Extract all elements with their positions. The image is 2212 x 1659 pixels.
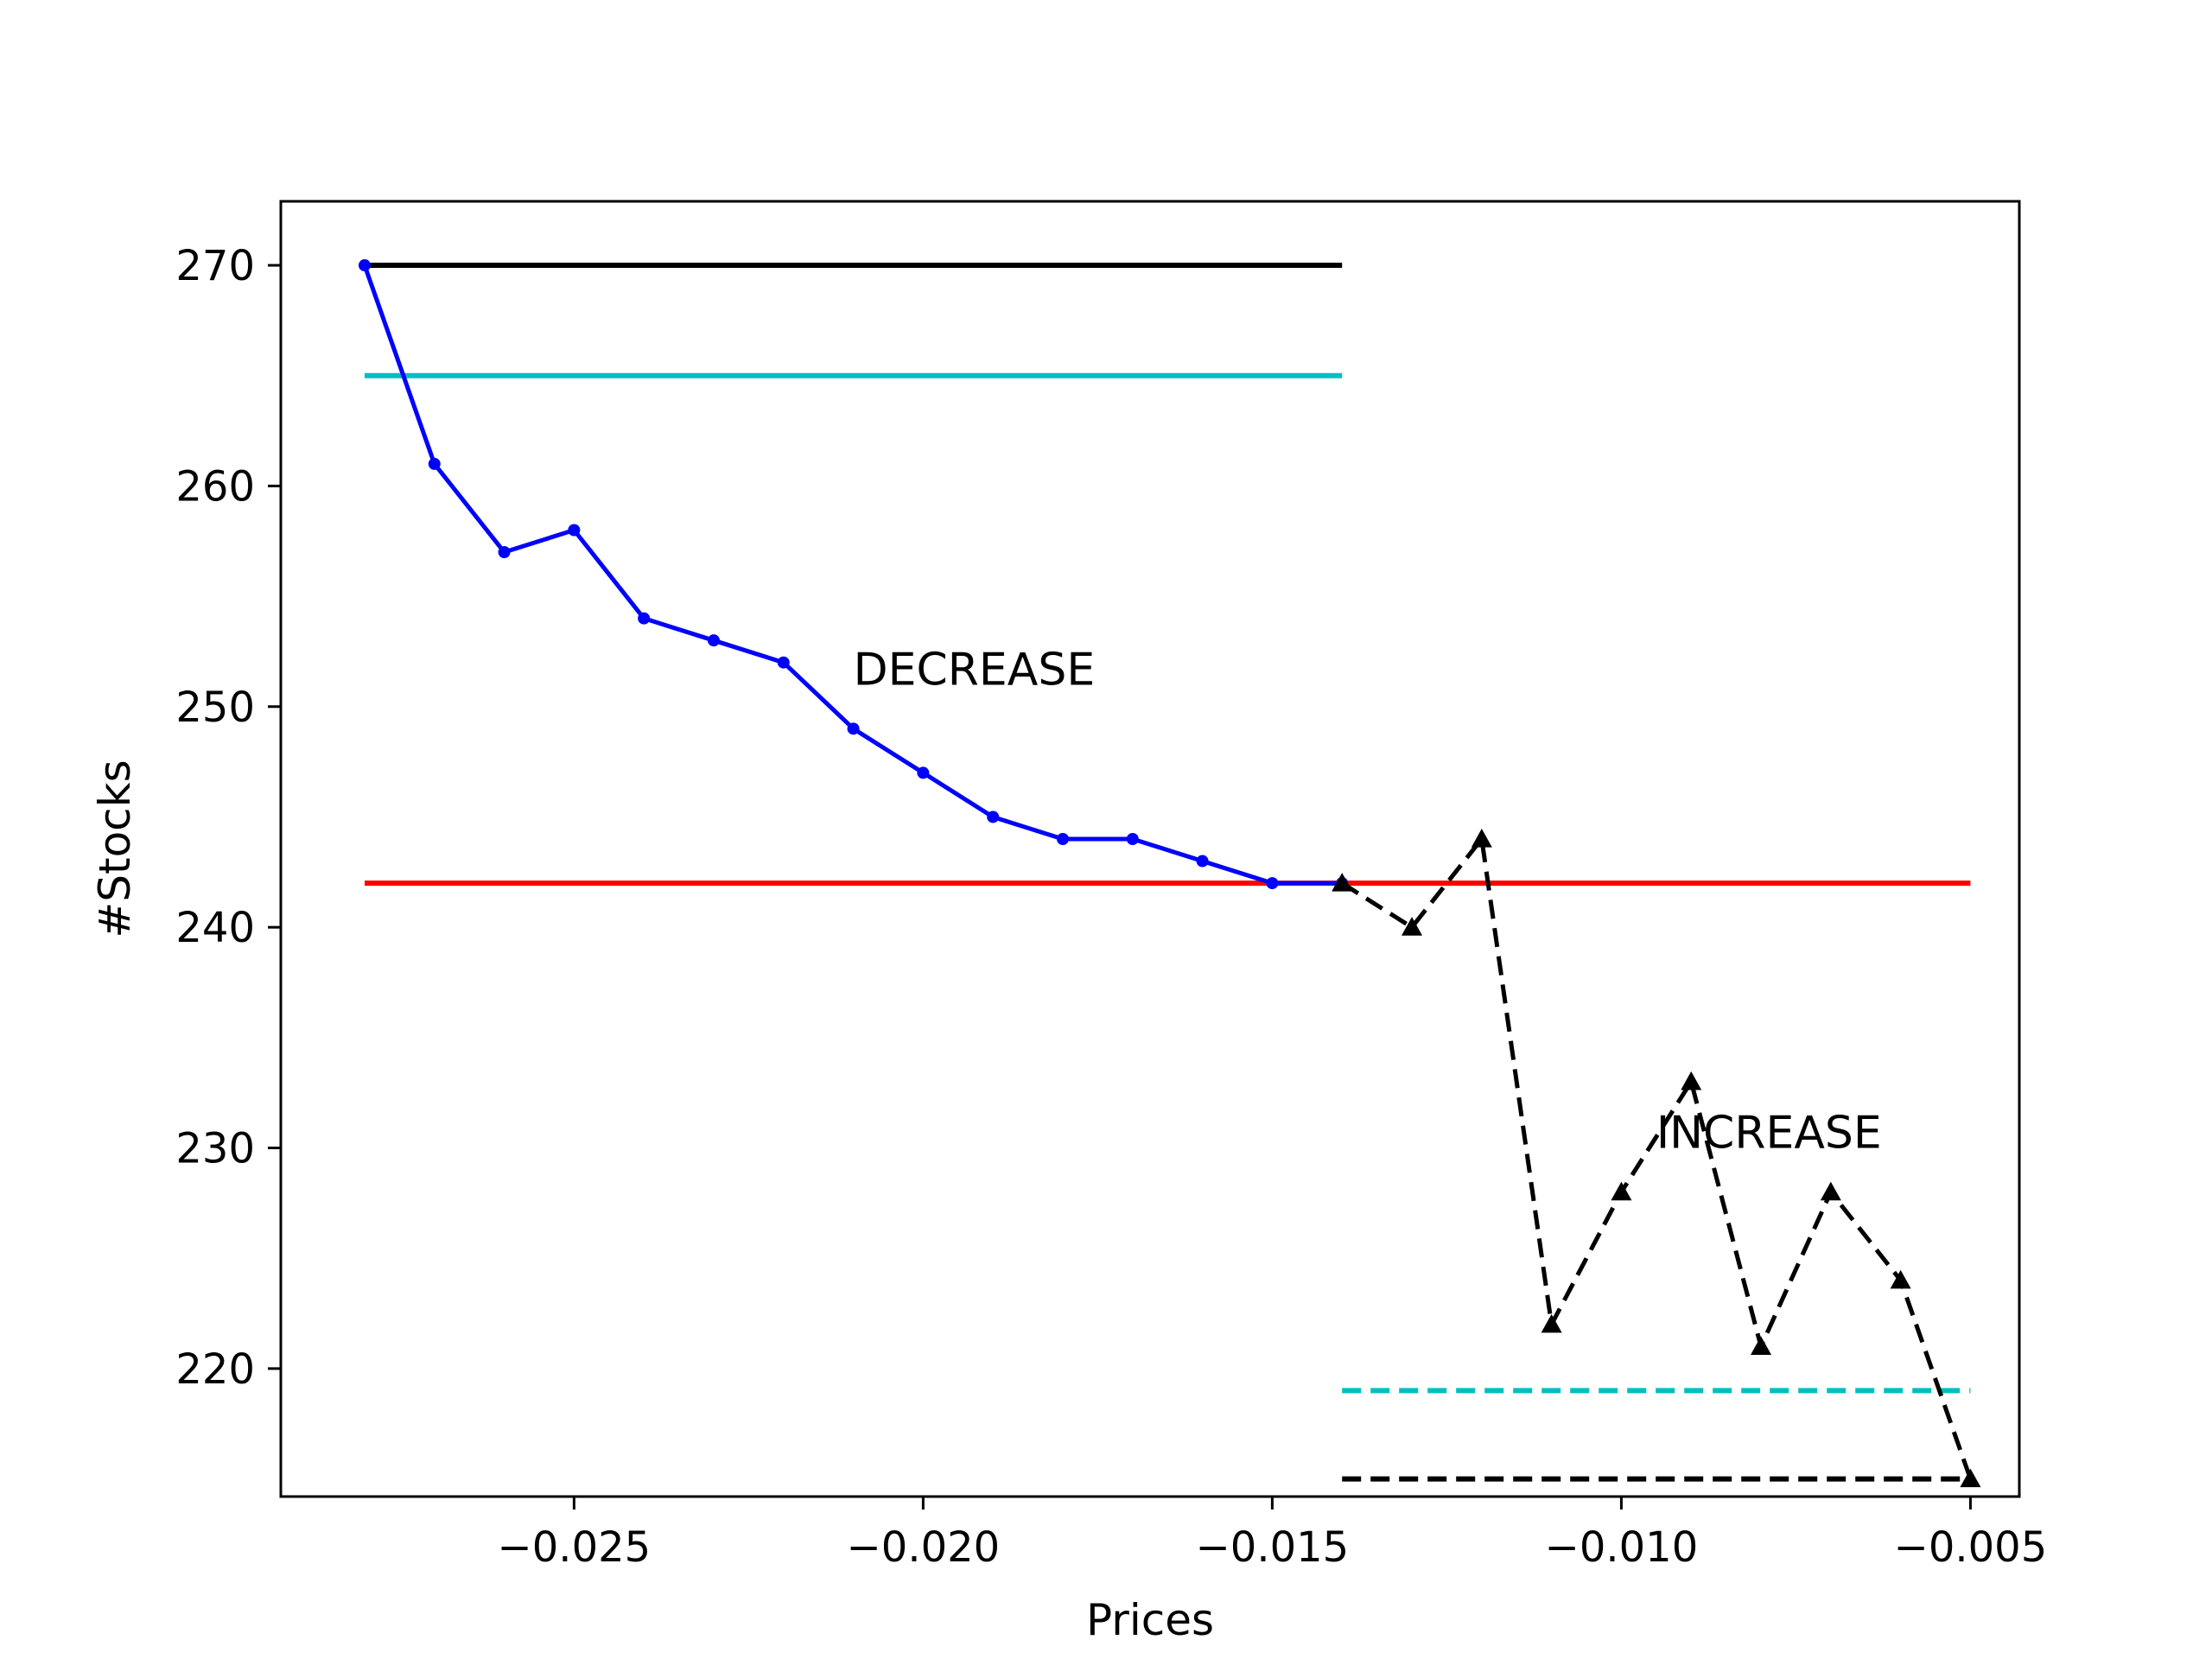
x-tick-label: −0.010 — [1545, 1523, 1699, 1572]
series-0-point — [1126, 833, 1139, 846]
series-0-point — [1196, 855, 1209, 868]
x-tick-label: −0.015 — [1196, 1523, 1350, 1572]
series-1-point — [1681, 1071, 1702, 1090]
series-0-point — [707, 634, 720, 647]
series-1-point — [1890, 1269, 1911, 1289]
series-0-point — [987, 810, 1000, 823]
series-0-point — [777, 656, 790, 669]
y-tick-label: 260 — [175, 462, 255, 511]
y-tick-label: 230 — [175, 1125, 255, 1173]
series-1-point — [1611, 1181, 1632, 1201]
series-0-point — [1266, 877, 1279, 890]
reference-lines — [364, 263, 1971, 1482]
y-tick-label: 270 — [175, 242, 255, 290]
x-axis: −0.025 −0.020 −0.015 −0.010 −0.005 — [498, 1497, 2048, 1572]
series-0-point — [498, 546, 511, 559]
y-tick-label: 250 — [175, 683, 255, 732]
x-tick-label: −0.025 — [498, 1523, 652, 1572]
plot-frame — [279, 200, 2021, 1498]
annotation-label: INCREASE — [1656, 1108, 1882, 1160]
x-tick-label: −0.020 — [847, 1523, 1001, 1572]
series-0-point — [568, 524, 581, 537]
series-0-point — [638, 612, 651, 625]
y-tick-label: 220 — [175, 1345, 255, 1394]
series-1-point — [1402, 917, 1423, 936]
y-axis-label: #Stocks — [90, 760, 140, 938]
x-axis-label: Prices — [1086, 1595, 1214, 1645]
series-1-point — [1332, 873, 1353, 892]
series-1-point — [1541, 1313, 1562, 1333]
y-axis: 220 230 240 250 260 270 — [175, 242, 281, 1394]
y-tick-label: 240 — [175, 904, 255, 952]
annotation-label: DECREASE — [854, 644, 1096, 696]
series-layer — [358, 259, 1981, 1488]
series-0-point — [428, 457, 441, 470]
x-tick-label: −0.005 — [1894, 1523, 2048, 1572]
series-0-point — [1056, 833, 1069, 846]
series-1-line — [1340, 836, 1973, 1480]
series-1-point — [1751, 1336, 1772, 1355]
series-0-point — [917, 766, 930, 779]
series-1-point — [1820, 1181, 1841, 1201]
series-0-point — [847, 722, 860, 735]
annotations: DECREASE INCREASE — [854, 644, 1882, 1159]
series-1-point — [1471, 829, 1492, 848]
series-1-point — [1960, 1468, 1981, 1488]
series-0-point — [358, 259, 371, 272]
